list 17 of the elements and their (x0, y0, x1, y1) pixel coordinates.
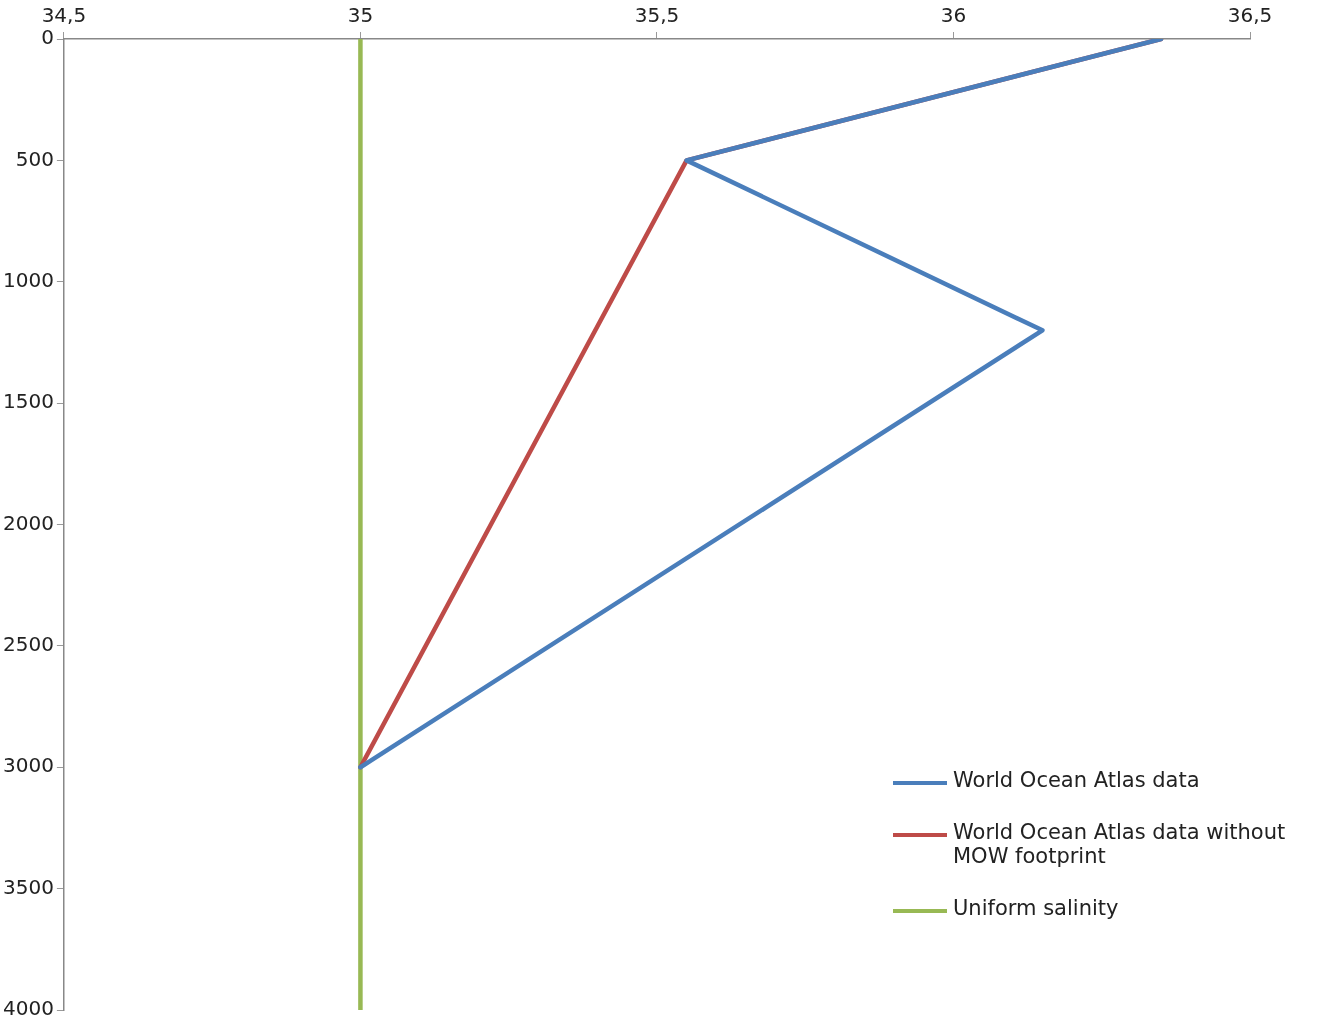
y-tick-label: 3000 (2, 753, 54, 778)
x-tick-label: 34,5 (41, 3, 87, 28)
legend-label: World Ocean Atlas data without MOW footprint (953, 820, 1287, 868)
legend-label: World Ocean Atlas data (953, 768, 1200, 792)
y-tick-label: 2000 (2, 510, 54, 535)
y-tick-label: 4000 (2, 996, 54, 1021)
x-tick-label: 35 (347, 3, 374, 28)
x-tick-label: 36,5 (1227, 3, 1273, 28)
y-tick-label: 0 (41, 25, 54, 50)
x-tick-label: 35,5 (634, 3, 680, 28)
y-tick-label: 500 (15, 146, 54, 171)
y-tick-label: 2500 (2, 632, 54, 657)
x-tick-label: 36 (940, 3, 967, 28)
legend-label: Uniform salinity (953, 896, 1119, 920)
y-tick-label: 1500 (2, 389, 54, 414)
y-tick-label: 1000 (2, 267, 54, 292)
y-tick-label: 3500 (2, 874, 54, 899)
